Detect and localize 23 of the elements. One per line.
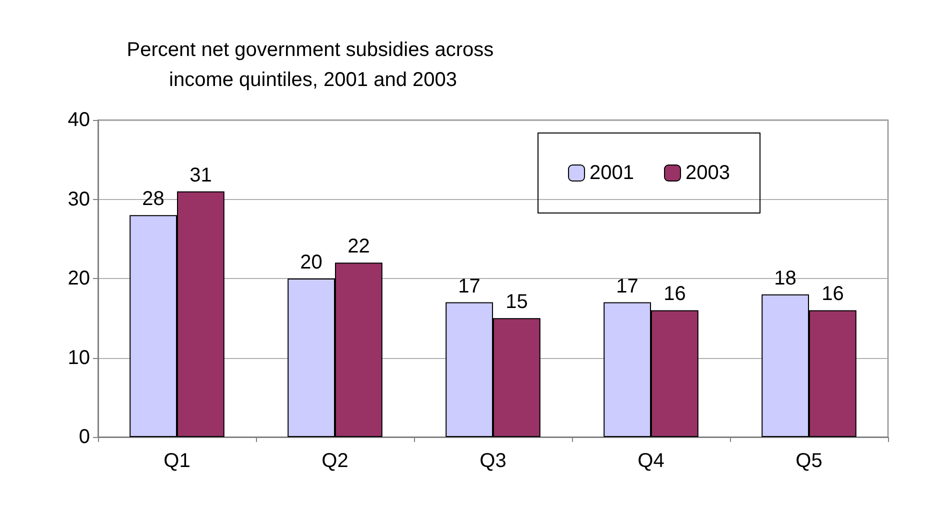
data-label: 16 xyxy=(822,283,844,306)
x-tick-label: Q2 xyxy=(322,450,348,472)
y-tick-label: 20 xyxy=(68,268,90,290)
data-label: 22 xyxy=(348,236,370,258)
x-tick-label: Q3 xyxy=(480,450,506,472)
data-label: 18 xyxy=(774,267,796,290)
y-tick-label: 10 xyxy=(68,346,90,369)
x-tick-label: Q5 xyxy=(796,450,822,472)
data-label: 15 xyxy=(506,291,528,314)
data-label: 31 xyxy=(190,164,212,186)
y-tick-label: 40 xyxy=(68,109,90,131)
data-label: 17 xyxy=(458,275,480,298)
data-label: 16 xyxy=(664,283,686,306)
legend-label: 2001 xyxy=(590,162,634,184)
legend-label: 2003 xyxy=(686,162,730,184)
y-tick-label: 30 xyxy=(68,188,90,210)
data-label: 20 xyxy=(300,252,322,274)
chart-title: Percent net government subsidies across income quintiles, 2001 and 2003 xyxy=(126,39,500,91)
data-label: 28 xyxy=(142,188,164,210)
x-tick-label: Q1 xyxy=(164,450,190,472)
data-label: 17 xyxy=(616,275,638,298)
y-tick-label: 0 xyxy=(78,426,90,448)
x-tick-label: Q4 xyxy=(638,450,664,472)
